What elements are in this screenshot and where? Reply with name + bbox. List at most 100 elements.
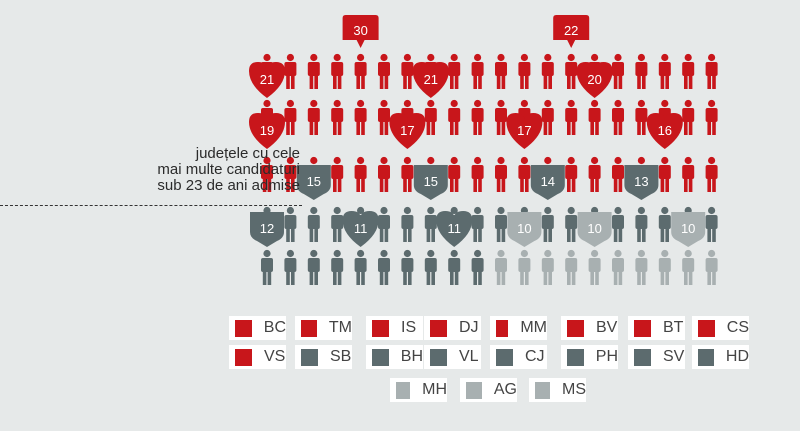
- badge-shape: [671, 212, 706, 247]
- badge-shape: [250, 212, 284, 247]
- value-badge-is: 21: [249, 62, 285, 98]
- person-icon: [565, 156, 578, 192]
- legend-item-tm: TM: [295, 316, 352, 340]
- data-label: 15: [424, 174, 438, 189]
- person-icon: [495, 156, 507, 192]
- annotation-line-3: sub 23 de ani admise: [157, 177, 300, 194]
- person-icon: [401, 53, 414, 89]
- person-icon: [261, 249, 273, 285]
- person-icon: [658, 156, 671, 192]
- legend-swatch: [466, 381, 482, 399]
- legend-item-cs: CS: [692, 316, 749, 340]
- value-badge-bv: 19: [249, 113, 285, 149]
- annotation-dashed-line: [0, 205, 302, 206]
- legend-label: BT: [663, 319, 684, 336]
- data-label: 17: [517, 123, 531, 138]
- badge-shape: [342, 15, 379, 48]
- person-icon: [331, 249, 344, 285]
- legend-swatch: [634, 319, 651, 337]
- person-icon: [401, 249, 414, 285]
- badge-shape: [413, 165, 448, 200]
- person-icon: [378, 206, 390, 242]
- legend-label: PH: [595, 348, 618, 365]
- data-label: 20: [587, 72, 601, 87]
- value-badge-cj: 13: [624, 165, 659, 200]
- person-icon: [307, 249, 320, 285]
- person-icon: [635, 99, 648, 135]
- annotation-line-2: mai multe candidaturi: [157, 161, 300, 178]
- legend-swatch: [496, 319, 509, 337]
- value-badge-sb: 15: [296, 165, 331, 200]
- legend-swatch: [634, 348, 651, 366]
- person-icon: [682, 156, 695, 192]
- legend-item-sv: SV: [628, 345, 685, 369]
- legend-label: TM: [328, 319, 352, 336]
- data-label: 12: [260, 221, 274, 236]
- person-icon: [378, 99, 390, 135]
- legend-swatch: [567, 348, 584, 366]
- data-label: 16: [658, 123, 672, 138]
- person-icon: [518, 249, 531, 285]
- person-icon: [705, 206, 718, 242]
- person-icon: [658, 53, 671, 89]
- legend-swatch: [372, 319, 389, 337]
- badge-shape: [530, 165, 565, 200]
- person-icon: [588, 249, 601, 285]
- legend-item-is: IS: [366, 316, 423, 340]
- person-icon: [331, 206, 344, 242]
- person-icon: [354, 99, 367, 135]
- legend-item-bv: BV: [561, 316, 618, 340]
- person-icon: [471, 206, 484, 242]
- badge-shape: [576, 62, 613, 98]
- person-icon: [401, 206, 414, 242]
- legend-label: CJ: [525, 348, 545, 365]
- value-badge-cs: 17: [506, 113, 543, 149]
- value-badge-hd: 11: [436, 211, 473, 247]
- data-label: 17: [400, 123, 414, 138]
- person-icon: [705, 156, 718, 192]
- data-label: 19: [260, 123, 274, 138]
- person-icon: [424, 99, 437, 135]
- legend-item-vl: VL: [424, 345, 481, 369]
- legend-item-bt: BT: [628, 316, 685, 340]
- person-icon: [705, 249, 718, 285]
- value-badge-bh: 15: [413, 165, 448, 200]
- legend-item-mh: MH: [390, 378, 447, 402]
- person-icon: [565, 206, 578, 242]
- person-icon: [541, 53, 554, 89]
- legend-swatch: [535, 381, 550, 399]
- data-label: 22: [564, 23, 578, 38]
- person-icon: [612, 99, 624, 135]
- person-icon: [541, 206, 554, 242]
- legend-swatch: [567, 319, 584, 337]
- data-label: 13: [634, 174, 648, 189]
- value-badge-ms: 10: [671, 212, 706, 247]
- data-label: 10: [681, 221, 695, 236]
- person-icon: [307, 206, 320, 242]
- badge-shape: [436, 211, 473, 247]
- person-icon: [588, 156, 601, 192]
- person-icon: [635, 249, 648, 285]
- person-icon: [635, 53, 648, 89]
- data-label: 30: [353, 23, 367, 38]
- value-badge-bc: 30: [342, 15, 379, 48]
- person-icon: [682, 99, 695, 135]
- data-label: 21: [260, 72, 274, 87]
- legend-label: SV: [663, 348, 685, 365]
- legend-swatch: [698, 319, 715, 337]
- person-icon: [261, 156, 273, 192]
- badge-shape: [646, 113, 683, 149]
- person-icon: [331, 53, 344, 89]
- value-badge-tm: 22: [553, 15, 590, 48]
- badge-shape: [412, 62, 449, 98]
- legend-label: AG: [493, 381, 517, 398]
- person-icon: [518, 53, 531, 89]
- person-icon: [448, 156, 461, 192]
- person-icon: [354, 53, 367, 89]
- value-badge-ag: 10: [577, 212, 612, 247]
- person-icon: [565, 53, 578, 89]
- legend-label: BH: [400, 348, 423, 365]
- person-icon: [307, 99, 320, 135]
- legend-label: HD: [725, 348, 749, 365]
- legend-item-hd: HD: [692, 345, 749, 369]
